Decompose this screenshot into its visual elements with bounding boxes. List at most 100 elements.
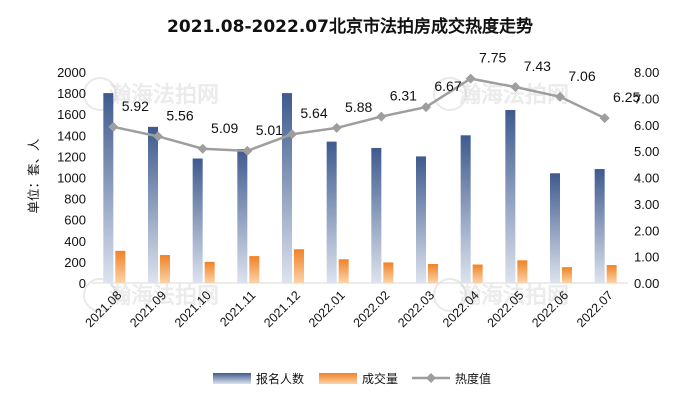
bar-deals [249, 256, 260, 283]
x-tick-label: 2021.11 [217, 288, 258, 329]
left-tick-label: 1000 [57, 171, 86, 186]
left-tick-label: 1800 [57, 86, 86, 101]
bar-registrants [192, 158, 203, 283]
watermark-seal [433, 77, 467, 111]
left-tick-label: 0 [79, 276, 86, 291]
heat-point [287, 129, 297, 140]
legend-swatch-registrants [213, 373, 251, 384]
x-tick-label: 2022.07 [574, 288, 616, 330]
legend-label-deals: 成交量 [362, 371, 398, 386]
right-axis-ticks: 0.00 1.00 2.00 3.00 4.00 5.00 6.00 7.00 8.00 [634, 65, 659, 291]
right-tick-label: 4.00 [634, 171, 659, 186]
right-tick-label: 0.00 [634, 276, 659, 291]
bar-registrants [594, 169, 605, 283]
heat-point [242, 145, 253, 156]
heat-point [510, 82, 521, 93]
right-tick-label: 8.00 [634, 65, 659, 80]
y-axis-label: 单位：套、人 [26, 138, 41, 214]
series-heat-line [108, 73, 610, 156]
bar-registrants [237, 149, 248, 283]
watermark-seal [433, 278, 467, 312]
bar-deals [160, 255, 170, 283]
bar-deals [338, 259, 349, 283]
right-tick-label: 2.00 [634, 223, 659, 238]
bar-registrants [148, 126, 158, 283]
heat-point [197, 143, 208, 154]
bar-registrants [550, 173, 560, 283]
bar-deals [428, 264, 438, 283]
heat-data-label: 6.25 [613, 89, 640, 105]
left-tick-label: 2000 [57, 65, 86, 80]
bar-deals [517, 260, 528, 283]
series-heat-labels: 5.92 5.56 5.09 5.01 5.64 5.88 6.31 6.67 7.75 7.43… [122, 50, 641, 138]
heat-point [421, 102, 431, 113]
heat-data-label: 7.75 [479, 50, 506, 66]
series-registrants-bars [103, 93, 605, 283]
bar-deals [204, 261, 215, 283]
x-tick-label: 2021.08 [83, 288, 125, 330]
x-tick-label: 2022.01 [306, 288, 348, 330]
legend-swatch-deals [319, 373, 357, 384]
bar-deals [115, 250, 126, 283]
right-tick-label: 5.00 [634, 144, 659, 159]
bar-registrants [326, 141, 337, 283]
bar-registrants [460, 135, 471, 283]
watermark-text: 瀚海法拍网 [109, 283, 219, 309]
bar-deals [606, 265, 617, 283]
legend-label-registrants: 报名人数 [256, 371, 304, 386]
heat-data-label: 7.06 [568, 68, 595, 84]
left-axis-ticks: 0 200 400 600 800 1000 1200 1400 1600 1800 2000 [57, 65, 86, 291]
bar-deals [294, 249, 304, 283]
series-deals-bars [115, 249, 617, 283]
heat-point [153, 131, 163, 142]
right-tick-label: 3.00 [634, 197, 659, 212]
heat-line-path [113, 77, 606, 153]
heat-point [465, 73, 476, 84]
watermark-text: 瀚海法拍网 [459, 283, 569, 309]
left-tick-label: 200 [64, 255, 86, 270]
heat-point [331, 122, 342, 133]
heat-data-label: 5.09 [211, 120, 238, 136]
heat-point [599, 113, 610, 124]
legend-label-heat: 热度值 [455, 371, 491, 386]
bar-deals [562, 267, 572, 283]
heat-data-label: 5.01 [256, 122, 283, 138]
bar-registrants [416, 156, 426, 283]
heat-point [108, 121, 119, 132]
heat-data-label: 6.67 [434, 78, 461, 94]
left-tick-label: 1400 [57, 128, 86, 143]
chart-title: 2021.08-2022.07北京市法拍房成交热度走势 [167, 16, 533, 37]
bar-deals [472, 264, 483, 283]
heat-data-label: 5.88 [345, 99, 372, 115]
right-tick-label: 6.00 [634, 118, 659, 133]
right-tick-label: 7.00 [634, 91, 659, 106]
heat-point [376, 111, 387, 122]
bar-registrants [282, 93, 292, 283]
watermark-seal [83, 278, 117, 312]
watermark-text: 瀚海法拍网 [109, 82, 219, 108]
bar-registrants [505, 109, 516, 283]
left-tick-label: 1200 [57, 149, 86, 164]
bar-registrants [103, 93, 114, 283]
heat-data-label: 5.64 [300, 105, 327, 121]
bar-registrants [371, 147, 382, 283]
heat-data-label: 5.92 [122, 98, 149, 114]
watermark-seal [83, 77, 117, 111]
heat-data-label: 7.43 [524, 58, 551, 74]
bar-deals [383, 262, 394, 283]
heat-point [555, 91, 565, 102]
left-tick-label: 800 [64, 192, 86, 207]
x-tick-label: 2022.02 [351, 288, 393, 330]
left-tick-label: 600 [64, 213, 86, 228]
x-tick-label: 2022.03 [395, 288, 437, 330]
heat-data-label: 6.31 [390, 88, 417, 104]
legend: 报名人数 成交量 热度值 [213, 371, 491, 386]
heat-data-label: 5.56 [166, 107, 193, 123]
left-tick-label: 1600 [57, 107, 86, 122]
x-tick-label: 2021.12 [261, 288, 303, 330]
right-tick-label: 1.00 [634, 250, 659, 265]
left-tick-label: 400 [64, 234, 86, 249]
